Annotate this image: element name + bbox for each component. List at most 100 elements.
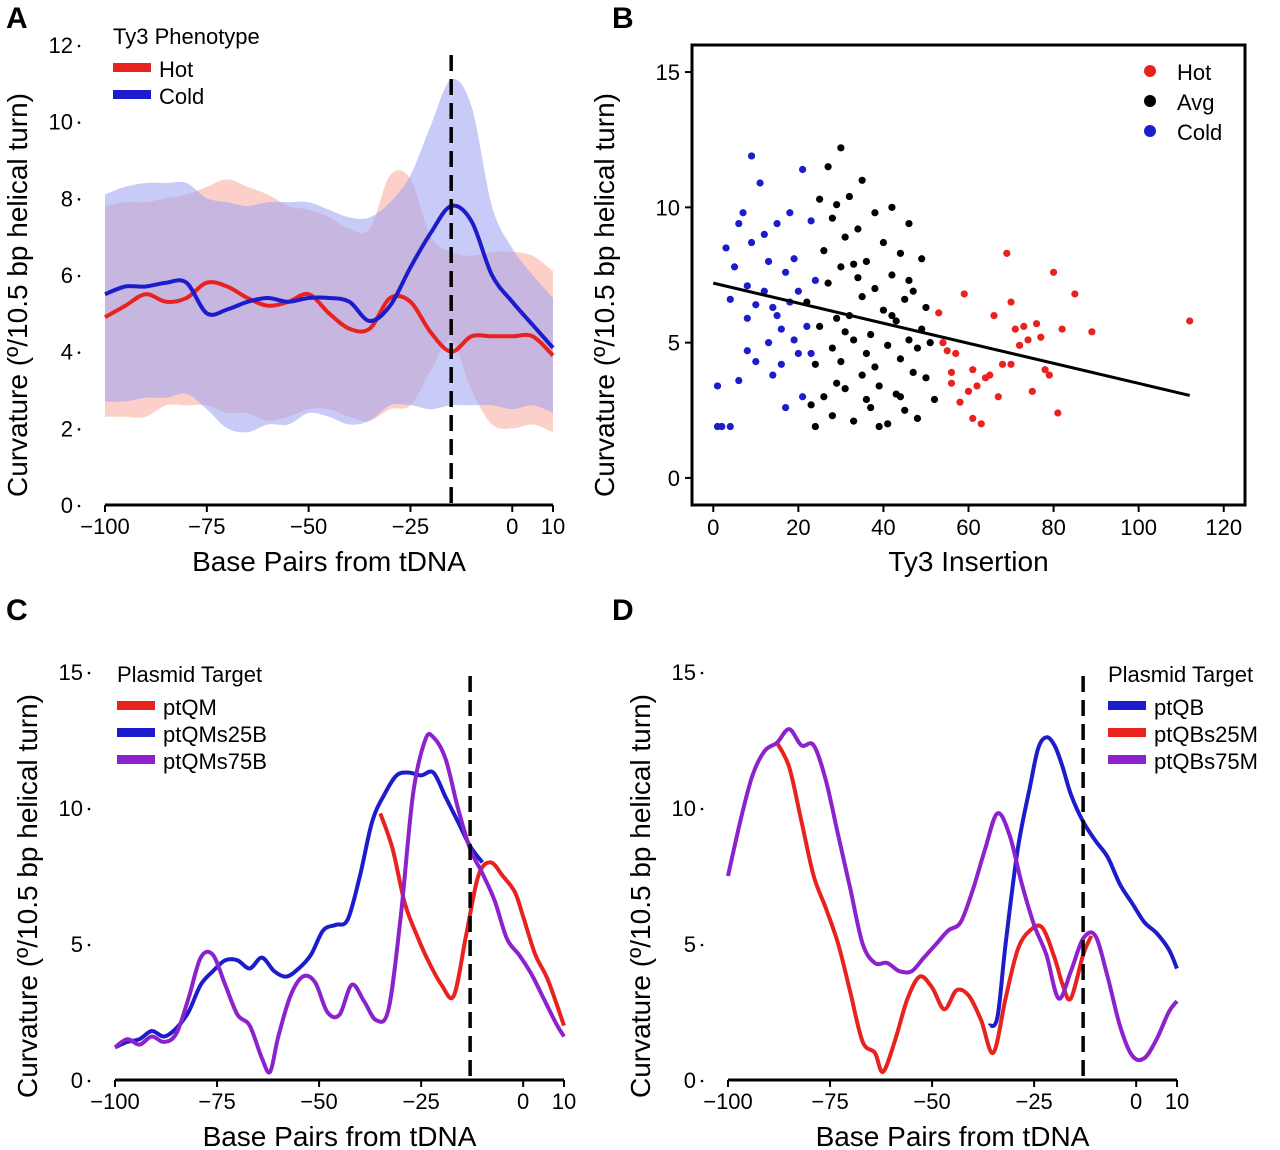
y-tick xyxy=(77,504,81,508)
point-avg xyxy=(833,379,841,387)
y-tick-label: 6 xyxy=(61,263,73,288)
x-axis-title: Base Pairs from tDNA xyxy=(816,1121,1090,1150)
y-axis-title: Curvature (º/10.5 bp helical turn) xyxy=(2,93,33,497)
y-tick xyxy=(77,274,81,278)
point-cold xyxy=(760,287,768,295)
point-avg xyxy=(824,163,832,171)
y-tick xyxy=(700,807,704,811)
y-tick xyxy=(77,44,81,48)
point-avg xyxy=(913,414,922,423)
x-tick-label: 80 xyxy=(1041,515,1065,540)
point-avg xyxy=(850,260,858,268)
point-hot xyxy=(1020,322,1028,331)
point-avg xyxy=(850,417,858,425)
point-avg xyxy=(913,344,922,352)
point-cold xyxy=(794,349,802,358)
y-tick xyxy=(87,671,91,675)
point-hot xyxy=(939,339,947,347)
x-tick-label: −50 xyxy=(913,1089,950,1114)
point-cold xyxy=(743,347,751,355)
point-cold xyxy=(764,257,773,266)
x-tick-label: 10 xyxy=(1165,1089,1189,1114)
point-avg xyxy=(828,214,836,222)
panel-d-axes: −100 −75 −50 −25 0 10 0 5 10 15 Base Pairs from tD… xyxy=(625,660,1189,1150)
x-tick-label: 60 xyxy=(956,515,980,540)
point-avg xyxy=(901,406,909,414)
point-hot xyxy=(1071,290,1079,298)
point-cold xyxy=(713,382,722,390)
y-tick-label: 5 xyxy=(668,331,680,356)
panel-a-plot xyxy=(103,55,555,505)
y-tick-label: 10 xyxy=(59,796,83,821)
point-hot xyxy=(1032,320,1041,328)
legend-title: Plasmid Target xyxy=(1108,662,1253,687)
point-avg xyxy=(918,255,926,263)
point-cold xyxy=(799,165,807,174)
point-avg xyxy=(850,336,858,344)
point-avg xyxy=(841,233,849,241)
regression-line xyxy=(712,281,1191,397)
point-avg xyxy=(896,249,905,257)
point-cold xyxy=(777,325,785,333)
point-hot xyxy=(1003,249,1011,257)
y-tick-label: 8 xyxy=(61,186,73,211)
panel-c: C −100 −75 −50 −25 0 10 0 5 10 15 Base Pairs from … xyxy=(6,594,576,1150)
panel-b: B 0 20 40 60 80 100 120 0 5 10 15 Ty3 Insertion Curv… xyxy=(589,2,1247,577)
y-tick-label: 10 xyxy=(49,110,73,135)
point-hot xyxy=(1007,360,1015,368)
point-cold xyxy=(794,287,802,295)
point-cold xyxy=(803,322,811,331)
point-hot xyxy=(935,309,943,317)
point-avg xyxy=(858,176,866,184)
point-hot xyxy=(943,347,951,355)
x-tick-label: 40 xyxy=(871,515,895,540)
point-avg xyxy=(888,203,896,211)
point-avg xyxy=(896,393,905,401)
point-avg xyxy=(875,422,883,431)
point-cold xyxy=(807,349,815,358)
legend-label-ptqms75b: ptQMs75B xyxy=(163,749,267,774)
panel-d-letter: D xyxy=(612,594,634,627)
y-tick xyxy=(87,807,91,811)
point-hot xyxy=(964,387,973,395)
point-cold xyxy=(760,230,768,239)
x-tick-label: −25 xyxy=(392,514,429,539)
y-tick-label: 0 xyxy=(61,493,73,518)
point-hot xyxy=(956,398,964,406)
point-avg xyxy=(854,225,862,233)
legend-title: Ty3 Phenotype xyxy=(113,24,260,49)
line-ptqm xyxy=(378,812,566,1027)
point-avg xyxy=(901,295,909,303)
point-hot xyxy=(1024,336,1032,344)
point-cold xyxy=(735,376,743,385)
point-cold xyxy=(726,422,734,431)
point-cold xyxy=(769,371,777,379)
panel-b-legend: Hot Avg Cold xyxy=(1144,60,1222,145)
x-tick-label: −25 xyxy=(1015,1089,1052,1114)
legend-swatch-ptqm xyxy=(117,701,155,710)
point-hot xyxy=(1011,325,1019,333)
point-avg xyxy=(862,395,871,404)
point-avg xyxy=(828,412,836,420)
legend-label-hot: Hot xyxy=(159,57,193,82)
point-avg xyxy=(905,336,913,344)
legend-label-ptqms25b: ptQMs25B xyxy=(163,722,267,747)
point-avg xyxy=(862,257,871,266)
x-tick-label: −75 xyxy=(188,514,225,539)
point-avg xyxy=(922,303,930,312)
y-axis-title: Curvature (º/10.5 bp helical turn) xyxy=(12,694,43,1098)
point-hot xyxy=(1028,387,1036,395)
point-cold xyxy=(747,152,756,160)
point-avg xyxy=(811,360,819,368)
point-avg xyxy=(892,317,900,325)
y-tick-label: 15 xyxy=(59,660,83,685)
point-avg xyxy=(858,371,866,379)
legend-marker-cold xyxy=(1144,125,1156,137)
point-hot xyxy=(947,379,956,387)
x-tick-label: −25 xyxy=(402,1089,439,1114)
x-tick-label: −75 xyxy=(811,1089,848,1114)
point-cold xyxy=(781,403,790,412)
point-avg xyxy=(922,374,930,382)
y-axis-title: Curvature (º/10.5 bp helical turn) xyxy=(625,694,656,1098)
